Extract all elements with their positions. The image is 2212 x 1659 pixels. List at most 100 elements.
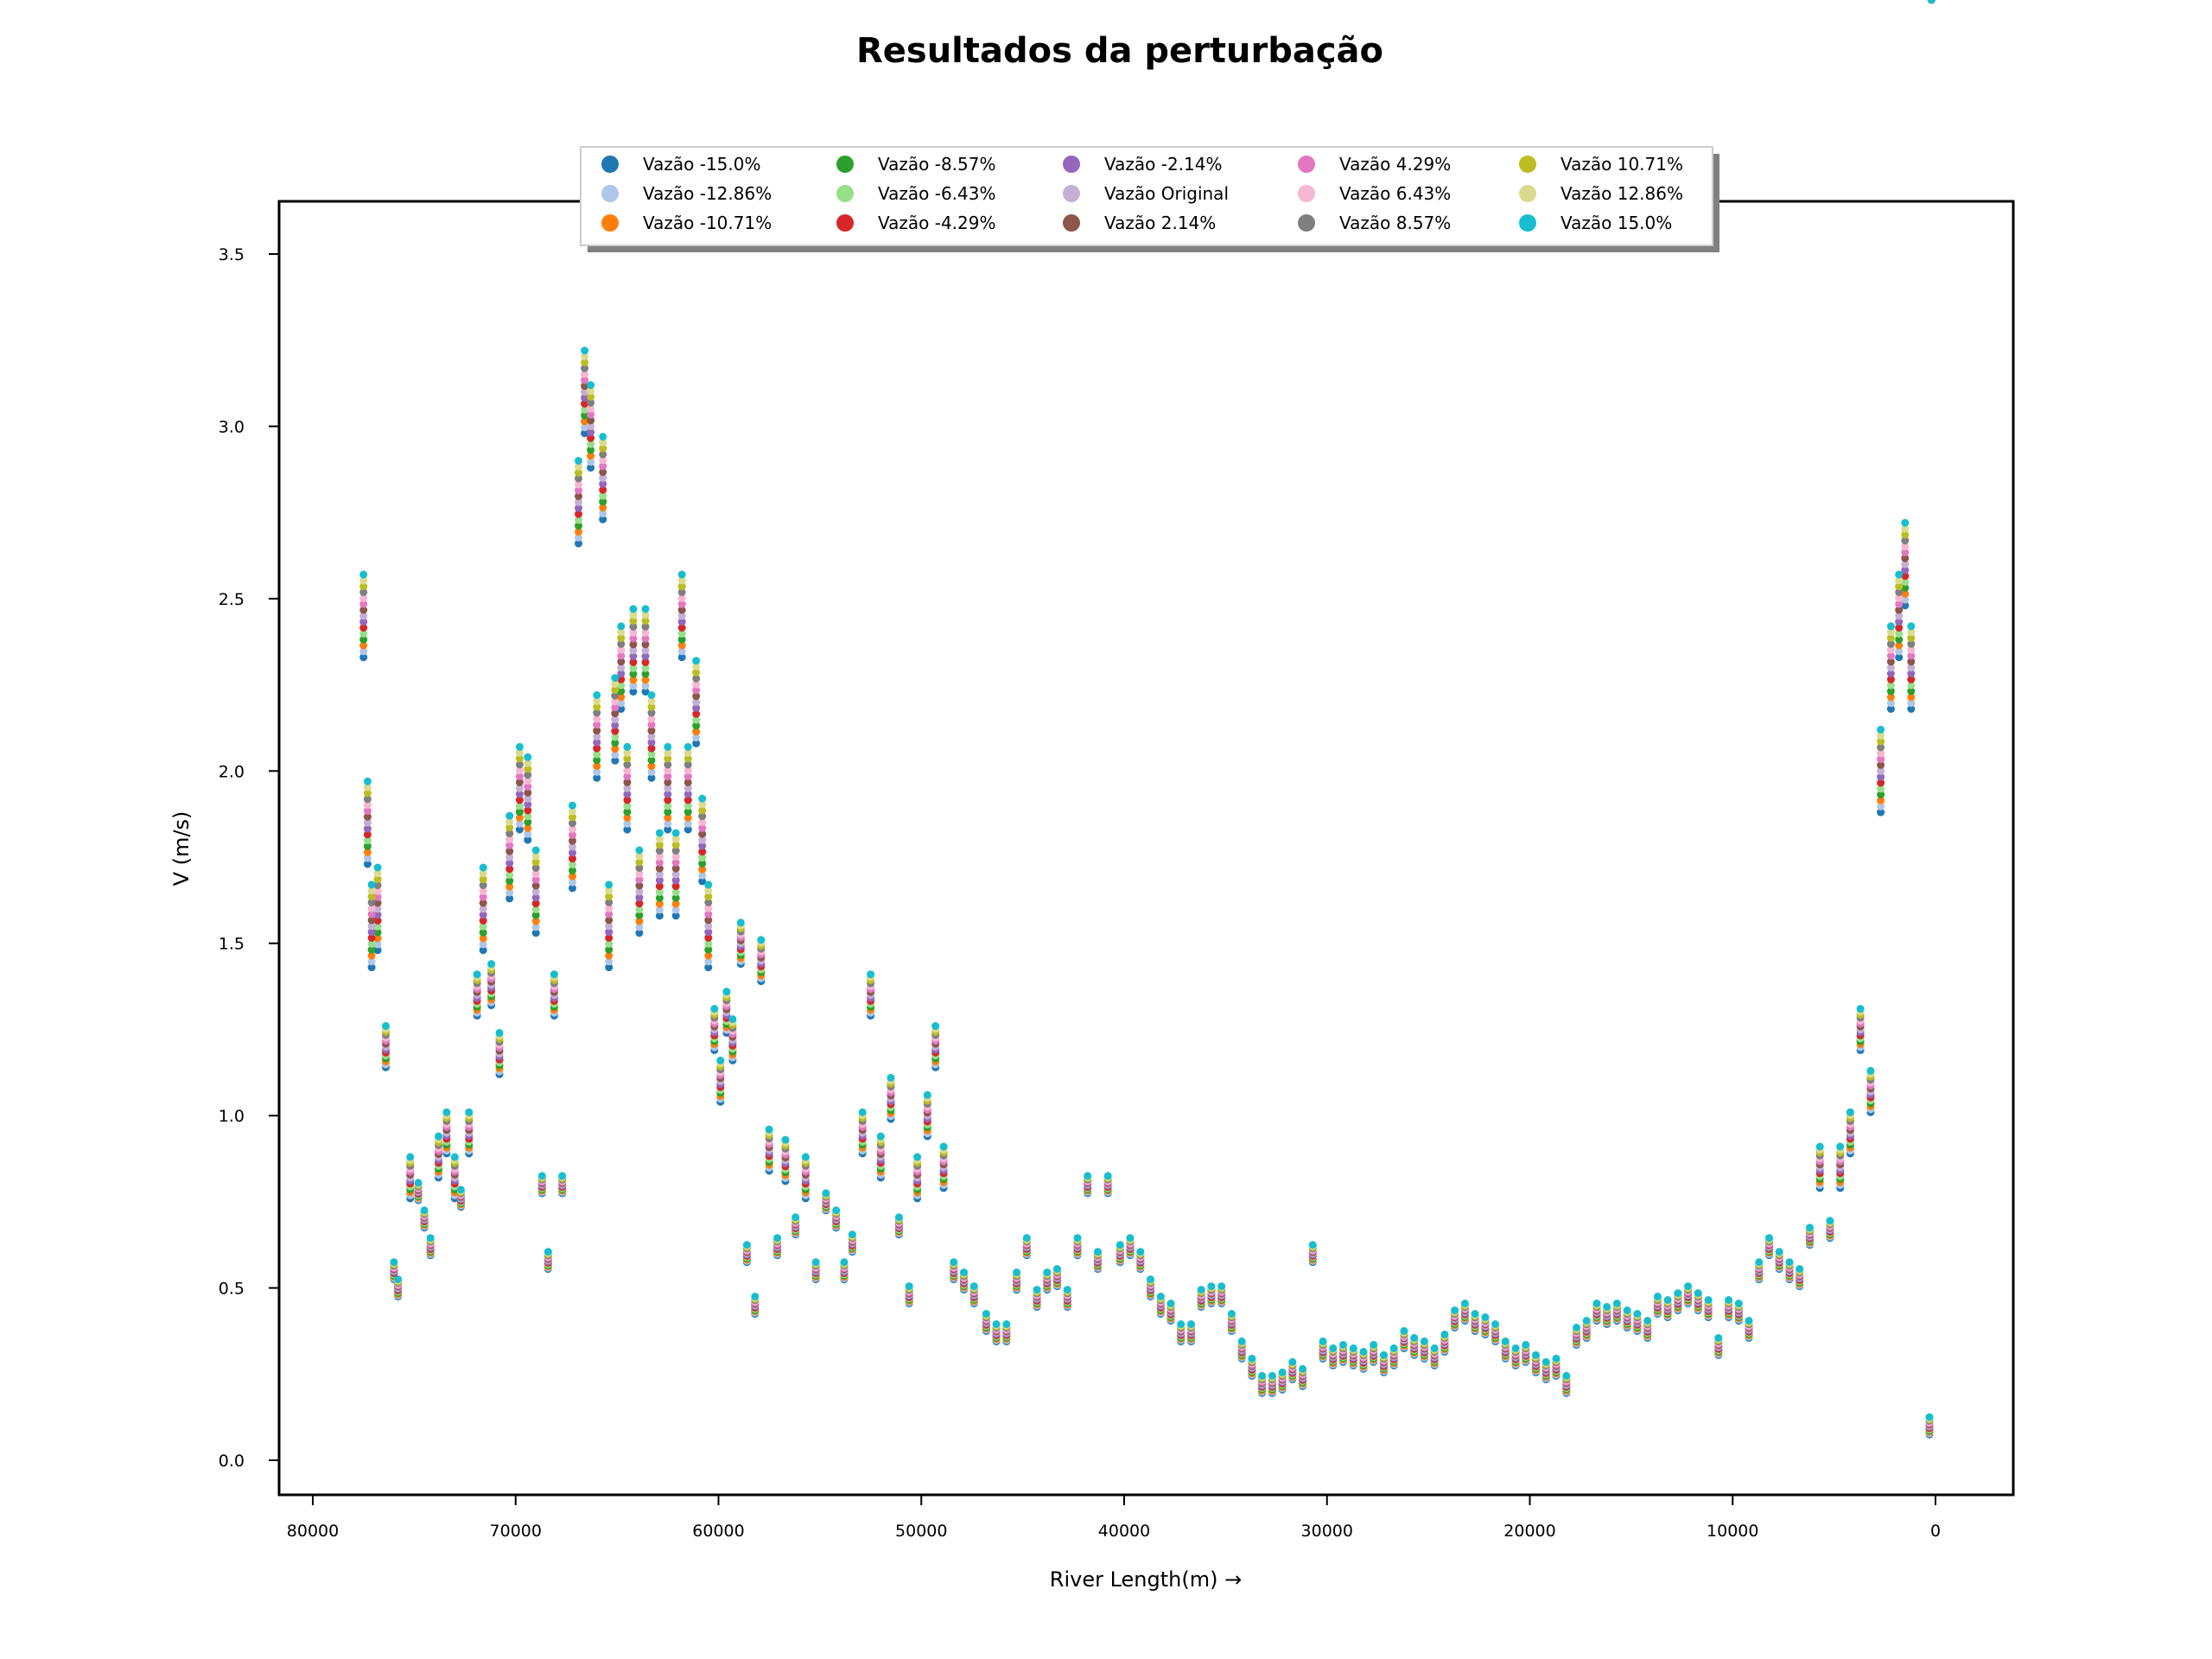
- legend-marker: [1298, 214, 1315, 232]
- data-point: [611, 751, 620, 759]
- data-point: [363, 860, 372, 868]
- data-point: [683, 778, 692, 786]
- data-point: [479, 911, 487, 919]
- data-point: [704, 887, 713, 895]
- data-point: [1901, 554, 1910, 563]
- data-point: [641, 646, 650, 655]
- data-point: [593, 721, 601, 729]
- data-point: [367, 939, 376, 948]
- x-tick-label: 10000: [1707, 1522, 1758, 1541]
- data-point: [1886, 670, 1895, 677]
- data-point: [1541, 1357, 1550, 1366]
- data-point: [1877, 743, 1885, 752]
- data-point: [692, 709, 701, 718]
- data-point: [1674, 1289, 1682, 1298]
- data-point: [359, 606, 368, 614]
- data-point: [1895, 653, 1904, 662]
- data-point: [698, 836, 707, 844]
- data-point: [456, 1185, 465, 1194]
- data-point: [641, 622, 650, 631]
- data-point: [1901, 537, 1910, 545]
- data-point: [647, 702, 656, 711]
- data-point: [664, 742, 672, 751]
- data-point: [647, 738, 656, 747]
- data-point: [635, 899, 644, 908]
- data-point: [629, 634, 638, 643]
- data-point: [587, 434, 595, 442]
- data-point: [515, 754, 524, 763]
- data-point: [1901, 518, 1910, 527]
- data-point: [692, 668, 701, 677]
- data-point: [515, 808, 524, 817]
- legend-marker: [601, 214, 619, 232]
- data-point: [1925, 1413, 1934, 1421]
- data-point: [435, 1132, 442, 1141]
- data-point: [641, 617, 650, 625]
- data-point: [363, 830, 372, 839]
- data-point: [647, 715, 656, 723]
- data-point: [1895, 582, 1904, 591]
- legend-marker: [836, 185, 854, 202]
- data-point: [623, 754, 632, 763]
- data-point: [671, 858, 680, 867]
- data-point: [629, 676, 638, 684]
- data-point: [1592, 1300, 1601, 1307]
- data-point: [373, 905, 382, 913]
- data-point: [692, 739, 701, 747]
- data-point: [1886, 693, 1895, 702]
- data-point: [692, 698, 701, 706]
- data-point: [1927, 0, 1936, 4]
- data-point: [593, 744, 601, 753]
- data-point: [515, 760, 524, 769]
- data-point: [581, 370, 589, 378]
- data-point: [1126, 1234, 1135, 1243]
- data-point: [683, 802, 692, 810]
- data-point: [537, 1172, 546, 1180]
- data-point: [611, 703, 620, 712]
- legend-marker: [601, 185, 619, 202]
- data-point: [359, 635, 368, 644]
- data-point: [1907, 670, 1916, 677]
- data-point: [363, 848, 372, 856]
- data-point: [359, 629, 368, 638]
- data-point: [677, 612, 686, 620]
- data-point: [505, 817, 514, 826]
- data-point: [605, 880, 613, 889]
- data-point: [515, 819, 524, 828]
- legend-marker: [1519, 185, 1536, 202]
- data-point: [1694, 1289, 1702, 1298]
- data-point: [373, 946, 382, 955]
- data-point: [593, 702, 601, 711]
- data-point: [515, 772, 524, 781]
- data-point: [635, 893, 644, 902]
- data-point: [623, 813, 632, 822]
- x-tick-label: 60000: [692, 1522, 744, 1541]
- data-point: [587, 422, 595, 430]
- data-point: [664, 813, 672, 822]
- data-point: [605, 933, 613, 942]
- data-point: [950, 1258, 958, 1267]
- data-point: [575, 504, 582, 512]
- data-point: [587, 463, 595, 472]
- data-point: [414, 1179, 423, 1187]
- data-point: [1022, 1234, 1031, 1243]
- x-tick-label: 20000: [1503, 1522, 1555, 1541]
- data-point: [1907, 664, 1916, 672]
- data-point: [1299, 1364, 1307, 1373]
- y-tick-label: 3.0: [219, 417, 245, 436]
- data-point: [623, 778, 632, 786]
- data-point: [1901, 589, 1910, 598]
- data-point: [704, 922, 713, 931]
- data-point: [683, 772, 692, 781]
- data-point: [677, 588, 686, 596]
- data-point: [363, 812, 372, 821]
- data-point: [515, 790, 524, 798]
- data-point: [629, 605, 638, 613]
- data-point: [635, 852, 644, 861]
- data-point: [704, 880, 713, 889]
- data-point: [479, 934, 487, 943]
- data-point: [655, 882, 664, 891]
- data-point: [373, 869, 382, 878]
- data-point: [811, 1258, 820, 1267]
